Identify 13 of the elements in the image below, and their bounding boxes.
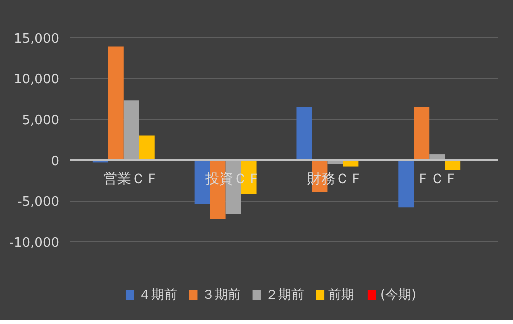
y-tick-label: 10,000 bbox=[14, 72, 60, 88]
x-tick-label: 営業ＣＦ bbox=[104, 171, 160, 188]
y-tick-label: -5,000 bbox=[18, 195, 60, 210]
legend-label: ３期前 bbox=[202, 288, 241, 303]
y-tick-label: 0 bbox=[51, 154, 60, 170]
legend-label: ４期前 bbox=[138, 288, 178, 303]
y-tick-label: 15,000 bbox=[14, 32, 60, 47]
x-tick-label: ＦＣＦ bbox=[416, 171, 458, 188]
legend-label: ２期前 bbox=[265, 288, 304, 303]
legend-label: (今期) bbox=[380, 288, 417, 303]
y-tick-label: -10,000 bbox=[9, 236, 60, 251]
y-tick-label: 5,000 bbox=[22, 113, 60, 128]
legend-label: 前期 bbox=[328, 288, 355, 303]
